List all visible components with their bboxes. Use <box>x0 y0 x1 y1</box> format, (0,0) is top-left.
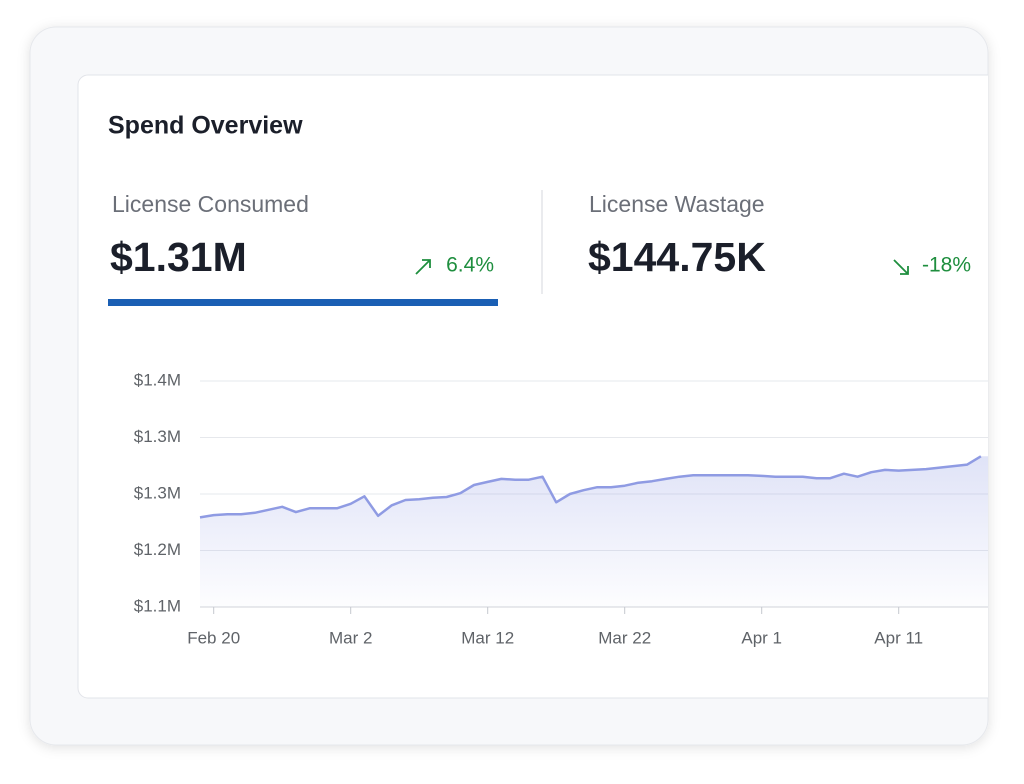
x-tick-label: Mar 22 <box>598 628 651 647</box>
area-fill <box>200 456 988 607</box>
y-tick-label: $1.3M <box>134 483 181 502</box>
metric-change: -18% <box>922 254 971 277</box>
card-title: Spend Overview <box>108 112 303 140</box>
y-tick-label: $1.1M <box>134 596 181 615</box>
up-arrow-icon <box>415 259 431 275</box>
y-tick-label: $1.4M <box>134 370 181 389</box>
metric-change: 6.4% <box>446 254 494 277</box>
metric-label: License Wastage <box>589 191 765 217</box>
series-line <box>199 455 982 519</box>
card-area: Spend Overview License Consumed $1.31M 6… <box>77 74 988 699</box>
x-tick-label: Mar 12 <box>461 628 514 647</box>
x-tick-label: Apr 1 <box>741 628 782 647</box>
x-tick-label: Apr 11 <box>874 628 923 647</box>
metric-label: License Consumed <box>112 191 309 217</box>
y-tick-label: $1.2M <box>134 540 181 559</box>
down-arrow-icon <box>893 259 909 275</box>
y-tick-label: $1.3M <box>134 427 181 446</box>
x-tick-label: Feb 20 <box>187 628 240 647</box>
x-tick-label: Mar 2 <box>329 628 372 647</box>
metric-value: $1.31M <box>110 234 247 280</box>
metric-value: $144.75K <box>588 234 766 280</box>
selected-tab-indicator <box>108 299 498 306</box>
